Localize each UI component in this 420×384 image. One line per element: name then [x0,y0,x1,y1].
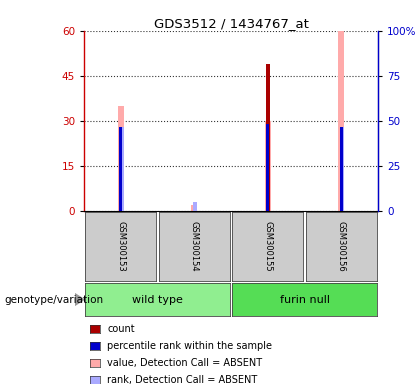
Bar [118,106,124,211]
Text: wild type: wild type [132,295,183,305]
Text: GSM300156: GSM300156 [337,221,346,272]
Text: GSM300154: GSM300154 [190,222,199,272]
Text: genotype/variation: genotype/variation [4,295,103,305]
Text: GDS3512 / 1434767_at: GDS3512 / 1434767_at [154,17,308,30]
Bar [340,127,343,211]
Bar [193,202,197,211]
Text: count: count [107,324,135,334]
Text: furin null: furin null [279,295,330,305]
Bar [119,127,122,211]
Text: percentile rank within the sample: percentile rank within the sample [107,341,272,351]
Bar [192,205,197,211]
Text: value, Detection Call = ABSENT: value, Detection Call = ABSENT [107,358,262,368]
Bar [265,121,270,211]
Bar [119,127,124,211]
Bar [340,127,344,211]
Bar [266,124,269,211]
Bar [339,31,344,211]
Polygon shape [75,294,84,305]
Text: GSM300155: GSM300155 [263,222,272,272]
Text: GSM300153: GSM300153 [116,221,125,272]
Text: rank, Detection Call = ABSENT: rank, Detection Call = ABSENT [107,375,257,384]
Bar [266,64,270,211]
